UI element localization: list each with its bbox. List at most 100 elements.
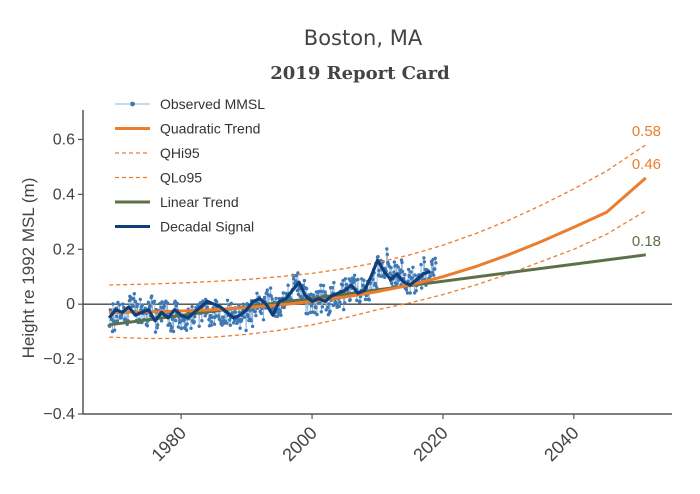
observed-mmsl-point xyxy=(240,317,244,322)
observed-mmsl-point xyxy=(404,288,409,292)
observed-mmsl-point xyxy=(337,304,341,309)
linear-trend-line xyxy=(109,253,646,327)
legend-label-observed-mmsl: Observed MMSL xyxy=(160,96,265,112)
end-label-qhi95: 0.58 xyxy=(632,123,661,140)
observed-mmsl-point xyxy=(385,252,389,257)
legend: Observed MMSL Quadratic Trend QHi95 QLo95 Li… xyxy=(115,96,265,235)
observed-mmsl-point xyxy=(409,270,413,274)
observed-mmsl-point xyxy=(410,276,415,280)
observed-mmsl-point xyxy=(300,295,304,299)
observed-mmsl-point xyxy=(185,322,189,326)
y-tick-label: 0 xyxy=(66,296,75,313)
observed-mmsl-point xyxy=(131,304,135,308)
end-label-quadratic-trend: 0.46 xyxy=(632,156,661,173)
observed-mmsl-point xyxy=(140,303,145,307)
observed-mmsl-point xyxy=(171,329,176,334)
observed-mmsl-point xyxy=(332,280,336,285)
observed-mmsl-point xyxy=(278,310,283,314)
observed-mmsl-point xyxy=(296,271,300,275)
observed-mmsl-point xyxy=(268,286,273,290)
observed-mmsl-point xyxy=(175,301,179,306)
chart-title: Boston, MA xyxy=(304,26,423,50)
observed-mmsl-point xyxy=(392,270,396,274)
observed-mmsl-point xyxy=(201,299,205,303)
observed-mmsl-point xyxy=(155,326,159,330)
observed-mmsl-point xyxy=(200,319,204,323)
legend-label-quadratic-trend: Quadratic Trend xyxy=(160,121,260,137)
observed-mmsl-point xyxy=(165,301,170,305)
observed-mmsl-point xyxy=(214,300,219,304)
observed-mmsl-point xyxy=(428,274,433,278)
observed-mmsl-point xyxy=(302,278,307,283)
observed-mmsl-point xyxy=(120,313,124,318)
observed-mmsl-point xyxy=(405,291,410,295)
observed-mmsl-point xyxy=(340,283,345,287)
observed-mmsl-point xyxy=(250,324,255,329)
observed-mmsl-point xyxy=(221,315,225,319)
observed-mmsl-point xyxy=(190,305,194,309)
observed-mmsl-point xyxy=(304,286,309,291)
observed-mmsl-point xyxy=(408,291,412,295)
observed-mmsl-point xyxy=(314,305,318,310)
observed-mmsl-point xyxy=(406,267,411,272)
legend-marker-observed-mmsl xyxy=(130,101,135,107)
observed-mmsl-point xyxy=(178,319,183,324)
observed-mmsl-point xyxy=(205,305,209,309)
observed-mmsl-point xyxy=(135,302,140,306)
observed-mmsl-point xyxy=(385,247,389,251)
observed-mmsl-point xyxy=(319,310,323,314)
qlo95-line xyxy=(109,210,647,340)
observed-mmsl-point xyxy=(352,273,357,277)
observed-mmsl-point xyxy=(434,261,438,265)
observed-mmsl-point xyxy=(317,289,321,294)
observed-mmsl-point xyxy=(327,302,331,306)
observed-mmsl-point xyxy=(351,280,356,285)
observed-mmsl-point xyxy=(281,291,285,295)
observed-mmsl-point xyxy=(111,302,115,306)
observed-mmsl-point xyxy=(145,324,150,328)
observed-mmsl-point xyxy=(403,272,407,277)
observed-mmsl-point xyxy=(133,299,138,304)
x-tick-label: 2040 xyxy=(540,423,582,465)
observed-mmsl-point xyxy=(231,311,235,315)
observed-mmsl-point xyxy=(196,303,200,307)
observed-mmsl-point xyxy=(229,301,233,305)
observed-mmsl-point xyxy=(245,302,249,306)
observed-mmsl-point xyxy=(433,256,437,260)
observed-mmsl-point xyxy=(261,318,266,322)
observed-mmsl-point xyxy=(146,300,151,304)
plot-area: −0.4 −0.2 0 0.2 0.4 0.6 1980 2000 2020 2040 0.58 0.… xyxy=(43,110,672,465)
observed-mmsl-point xyxy=(367,298,371,302)
observed-mmsl-point xyxy=(138,297,142,302)
observed-mmsl-point xyxy=(249,319,253,323)
x-tick-label: 2020 xyxy=(409,423,451,465)
observed-mmsl-point xyxy=(255,291,259,295)
observed-mmsl-point xyxy=(225,298,230,302)
observed-mmsl-point xyxy=(392,260,397,264)
observed-mmsl-point xyxy=(396,265,400,269)
observed-mmsl-point xyxy=(343,301,347,305)
observed-mmsl-point xyxy=(242,315,247,319)
observed-mmsl-point xyxy=(324,308,328,312)
observed-mmsl-point xyxy=(411,265,415,269)
end-label-linear-trend: 0.18 xyxy=(632,233,661,250)
observed-mmsl-point xyxy=(430,271,435,275)
observed-mmsl-point xyxy=(162,304,166,308)
observed-mmsl-point xyxy=(153,330,158,334)
decadal-signal-line xyxy=(107,258,431,323)
observed-mmsl-point xyxy=(320,305,325,309)
observed-mmsl-point xyxy=(246,315,250,319)
observed-mmsl-point xyxy=(377,268,381,273)
observed-mmsl-point xyxy=(253,309,257,314)
legend-label-qlo95: QLo95 xyxy=(160,170,202,186)
observed-mmsl-point xyxy=(328,309,332,313)
observed-mmsl-point xyxy=(244,328,248,333)
y-tick-label: −0.2 xyxy=(43,351,75,368)
observed-mmsl-point xyxy=(270,297,274,301)
observed-mmsl-point xyxy=(228,323,232,327)
observed-mmsl-point xyxy=(176,325,181,329)
observed-mmsl-point xyxy=(433,267,437,271)
observed-mmsl-point xyxy=(361,283,365,288)
observed-mmsl-point xyxy=(331,303,335,308)
observed-mmsl-point xyxy=(344,282,349,287)
